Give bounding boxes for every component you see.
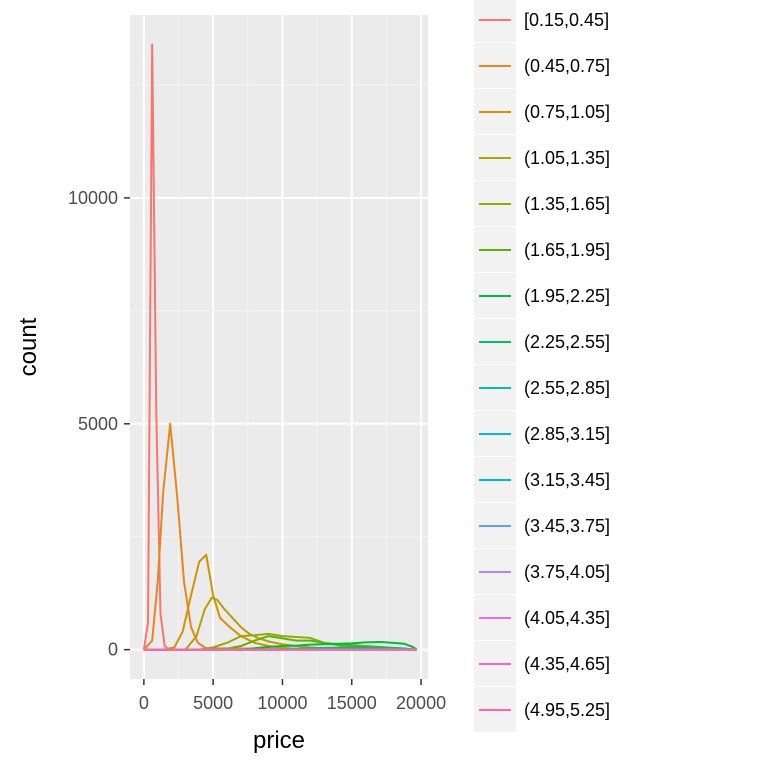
legend-label: (1.05,1.35] bbox=[524, 148, 610, 168]
legend-label: (3.15,3.45] bbox=[524, 470, 610, 490]
legend-label: (4.95,5.25] bbox=[524, 700, 610, 720]
legend-label: (2.85,3.15] bbox=[524, 424, 610, 444]
plot-panel bbox=[130, 15, 428, 679]
legend-label: (3.75,4.05] bbox=[524, 562, 610, 582]
legend-label: (1.95,2.25] bbox=[524, 286, 610, 306]
y-tick-label: 10000 bbox=[68, 188, 118, 208]
legend-label: (2.55,2.85] bbox=[524, 378, 610, 398]
y-axis-title: count bbox=[15, 317, 42, 376]
legend-label: (3.45,3.75] bbox=[524, 516, 610, 536]
legend-label: (1.65,1.95] bbox=[524, 240, 610, 260]
legend-label: (2.25,2.55] bbox=[524, 332, 610, 352]
x-axis-title: price bbox=[253, 727, 305, 754]
x-axis: 0 5000 10000 15000 20000 bbox=[139, 679, 446, 713]
y-tick-label: 5000 bbox=[78, 414, 118, 434]
x-tick-label: 0 bbox=[139, 693, 149, 713]
x-tick-label: 5000 bbox=[193, 693, 233, 713]
legend-label: [0.15,0.45] bbox=[524, 10, 609, 30]
x-tick-label: 20000 bbox=[396, 693, 446, 713]
legend-label: (4.05,4.35] bbox=[524, 608, 610, 628]
legend-label: (0.45,0.75] bbox=[524, 56, 610, 76]
y-tick-label: 0 bbox=[108, 640, 118, 660]
x-tick-label: 15000 bbox=[327, 693, 377, 713]
legend-label: (0.75,1.05] bbox=[524, 102, 610, 122]
legend: [0.15,0.45] (0.45,0.75] (0.75,1.05] (1.05,1… bbox=[474, 0, 610, 732]
x-tick-label: 10000 bbox=[257, 693, 307, 713]
y-axis: 0 5000 10000 bbox=[68, 188, 130, 660]
legend-label: (4.35,4.65] bbox=[524, 654, 610, 674]
legend-label: (1.35,1.65] bbox=[524, 194, 610, 214]
